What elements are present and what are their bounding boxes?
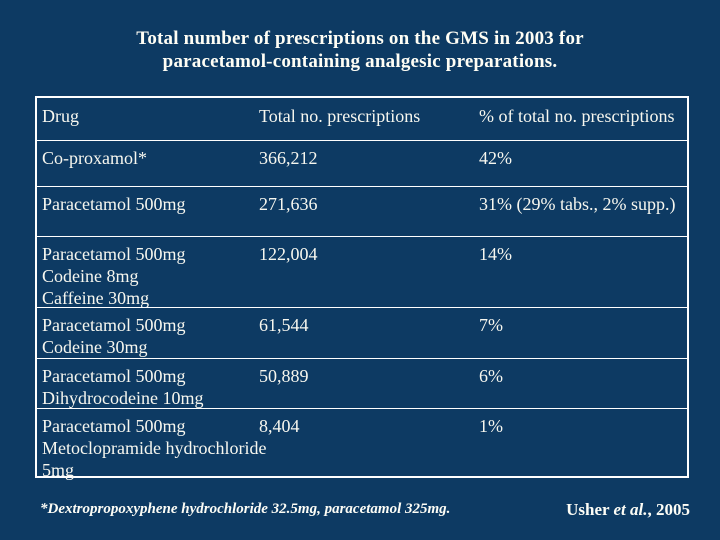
percent-value: 42% [479,148,512,168]
slide-title-line2: paracetamol-containing analgesic prepara… [162,51,558,72]
total-prescriptions-value: 8,404 [259,416,300,436]
footnote: *Dextropropoxyphene hydrochloride 32.5mg… [40,501,451,517]
slide-title-line1: Total number of prescriptions on the GMS… [136,28,584,49]
drug-name: Paracetamol 500mg Dihydrocodeine 10mg [42,366,204,408]
header-percent-prescriptions: % of total no. prescriptions [479,106,675,126]
percent-value: 6% [479,366,503,386]
table-row: Paracetamol 500mg Codeine 30mg 61,544 7% [37,307,687,358]
table-row: Paracetamol 500mg Codeine 8mg Caffeine 3… [37,236,687,308]
total-prescriptions-value: 366,212 [259,148,318,168]
drug-name: Paracetamol 500mg Metoclopramide hydroch… [42,416,267,480]
drug-name: Co-proxamol* [42,148,147,168]
drug-name: Paracetamol 500mg Codeine 8mg Caffeine 3… [42,244,186,308]
slide-title: Total number of prescriptions on the GMS… [0,27,720,73]
drug-name: Paracetamol 500mg [42,194,186,214]
citation-author: Usher [566,500,614,519]
table-row: Paracetamol 500mg Metoclopramide hydroch… [37,408,687,480]
table-row: Co-proxamol* 366,212 42% [37,140,687,186]
citation-etal: et al. [613,500,648,519]
table-row: Paracetamol 500mg 271,636 31% (29% tabs.… [37,186,687,236]
drug-name: Paracetamol 500mg Codeine 30mg [42,315,186,357]
table-header-row: Drug Total no. prescriptions % of total … [37,98,687,140]
total-prescriptions-value: 122,004 [259,244,318,264]
total-prescriptions-value: 61,544 [259,315,309,335]
table-row: Paracetamol 500mg Dihydrocodeine 10mg 50… [37,358,687,408]
total-prescriptions-value: 50,889 [259,366,309,386]
percent-value: 14% [479,244,512,264]
percent-value: 1% [479,416,503,436]
prescriptions-table: Drug Total no. prescriptions % of total … [35,96,689,480]
header-drug: Drug [42,106,79,126]
percent-value: 31% (29% tabs., 2% supp.) [479,194,676,214]
citation-year: , 2005 [647,500,691,519]
percent-value: 7% [479,315,503,335]
header-total-prescriptions: Total no. prescriptions [259,106,421,126]
citation: Usher et al., 2005 [566,500,690,520]
total-prescriptions-value: 271,636 [259,194,318,214]
